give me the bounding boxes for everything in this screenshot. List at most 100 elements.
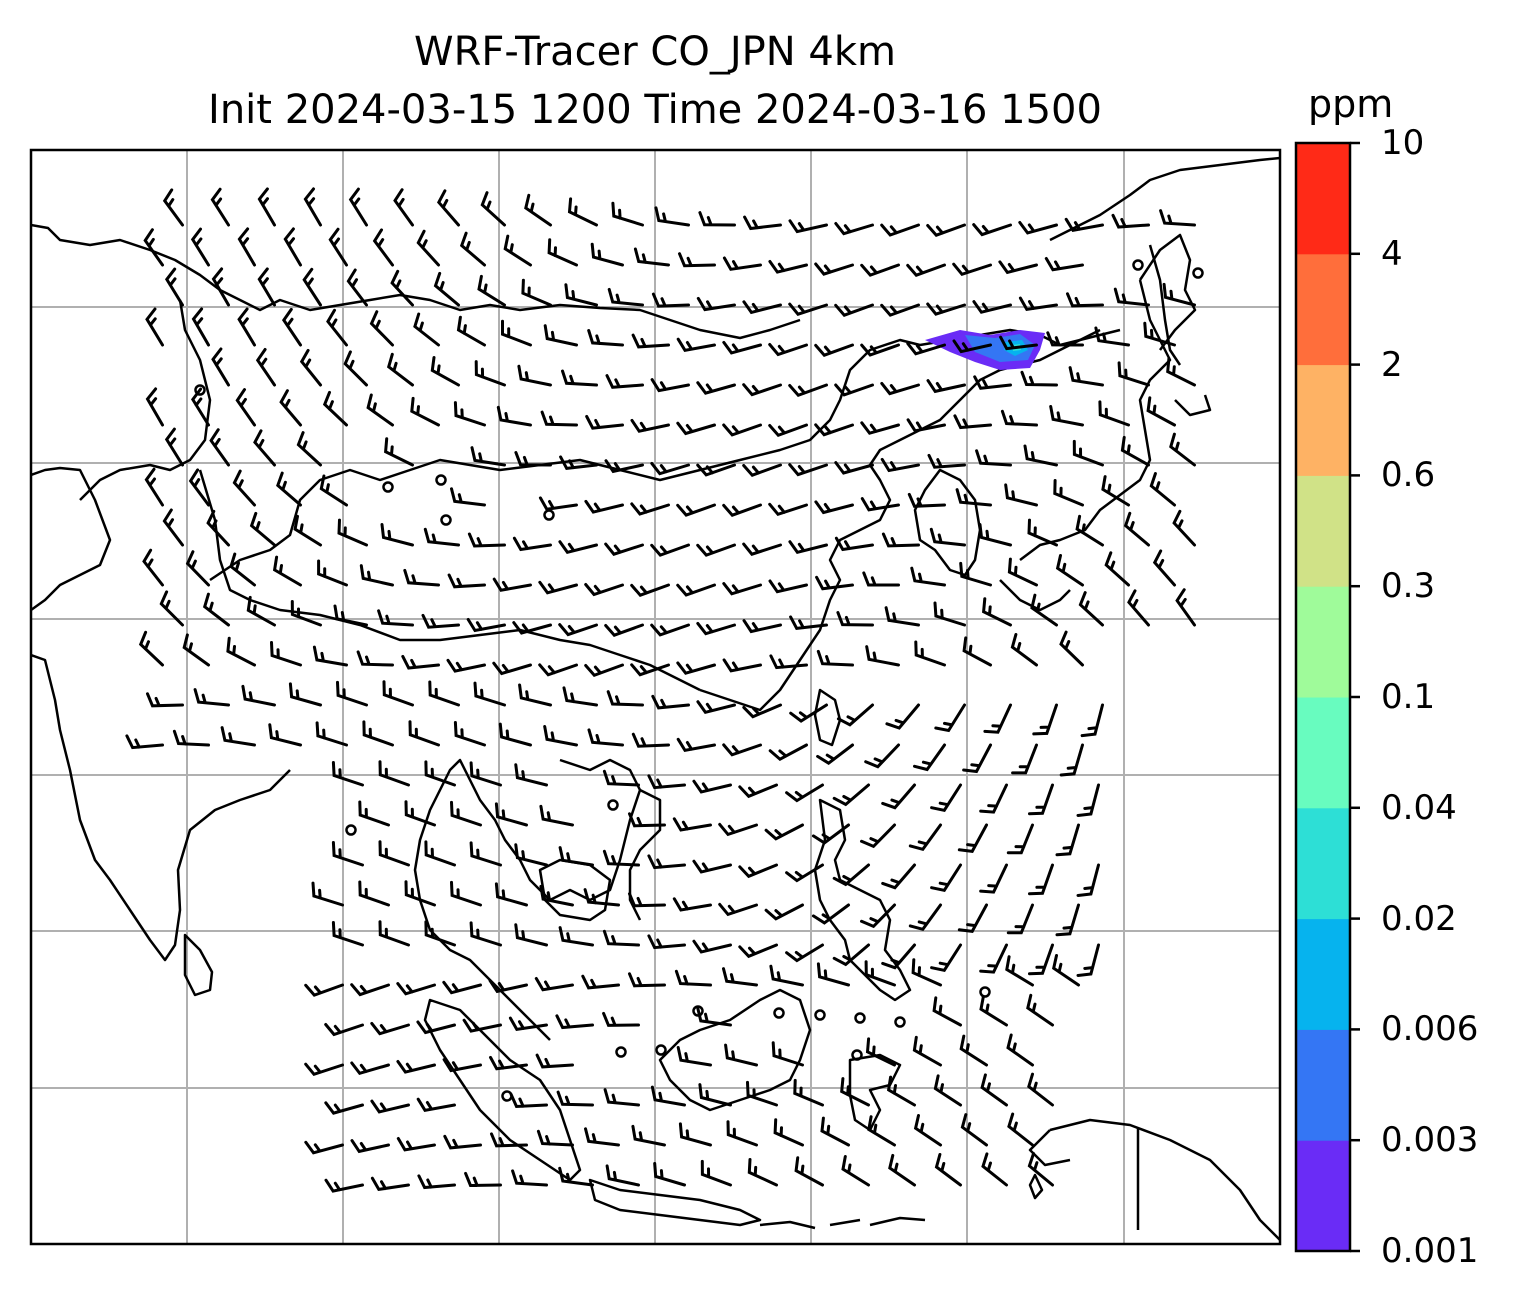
wind-barb [558, 846, 594, 867]
wind-barb [417, 1174, 456, 1190]
wind-barb [358, 800, 390, 827]
wind-barb [1117, 361, 1150, 387]
wind-barbs [125, 187, 1204, 1193]
wind-barb [303, 187, 322, 227]
wind-barb [672, 897, 712, 912]
wind-barb [442, 1058, 482, 1073]
wind-barb [370, 1099, 410, 1114]
wind-barb [433, 271, 460, 307]
wind-barb [249, 511, 276, 547]
wind-barb [979, 943, 1008, 974]
wind-barb [860, 263, 900, 277]
wind-barb [742, 463, 782, 477]
wind-barb [880, 457, 920, 473]
wind-barb [1030, 593, 1058, 627]
wind-barb [237, 227, 256, 267]
calm-wind-circle [194, 384, 206, 396]
coastline-sri-lanka [183, 933, 214, 997]
calm-wind-circle [435, 474, 447, 486]
wind-barb [647, 774, 686, 790]
wind-barb [514, 923, 548, 947]
wind-barb [356, 650, 394, 667]
wind-barb [319, 474, 348, 507]
colorbar-tick-label: 0.02 [1381, 898, 1457, 939]
wind-barb [182, 633, 210, 667]
wind-barb [562, 686, 598, 707]
wind-barb [888, 1153, 916, 1187]
wind-barb [1028, 863, 1054, 896]
wind-barb [793, 1078, 824, 1107]
colorbar [1294, 141, 1360, 1253]
colorbar-segment [1296, 1140, 1350, 1252]
wind-barb [512, 621, 552, 635]
wind-barb [583, 888, 620, 907]
wind-barb [567, 197, 598, 227]
calm-wind-circle [440, 514, 452, 526]
wind-barb [257, 187, 276, 227]
calm-wind-circle [851, 1049, 863, 1061]
wind-barb [676, 1046, 712, 1067]
wind-barb [209, 428, 230, 467]
wind-barb [1006, 903, 1034, 935]
wind-barb [538, 580, 578, 595]
wind-barb [190, 227, 210, 267]
wind-barb [962, 636, 992, 667]
wind-barb [142, 548, 164, 587]
wind-barb [722, 967, 758, 987]
wind-barb [832, 783, 870, 807]
wind-barb [146, 692, 184, 708]
wind-barb [145, 387, 164, 427]
wind-barb [650, 623, 690, 637]
wind-barb [404, 800, 436, 827]
wind-barb [558, 1166, 594, 1187]
wind-barb [524, 193, 552, 227]
wind-barb [416, 1097, 456, 1112]
wind-barb [331, 761, 364, 787]
wind-barb [304, 1140, 344, 1155]
wind-barb [816, 962, 850, 987]
wind-barb [535, 1053, 574, 1069]
wind-barb [585, 415, 624, 430]
calm-wind-circle [501, 1090, 513, 1102]
wind-barb [1094, 326, 1130, 347]
wind-barb [929, 527, 966, 547]
wind-barb [865, 645, 900, 667]
chart-title-line-2: Init 2024-03-15 1200 Time 2024-03-16 150… [208, 87, 1102, 133]
gridlines [31, 150, 1280, 1244]
wind-barb [696, 700, 736, 715]
wind-barb [202, 592, 230, 627]
wind-barb [832, 863, 870, 887]
wind-barb [834, 222, 874, 236]
wind-barb [906, 418, 946, 433]
wind-barb [1149, 472, 1176, 507]
wind-barb [489, 1055, 528, 1071]
wind-barb [789, 615, 828, 631]
wind-barb [311, 881, 344, 907]
wind-barb [1166, 357, 1196, 387]
calm-wind-circle [854, 1012, 866, 1024]
wind-barb [959, 561, 992, 587]
wind-barb [358, 880, 390, 907]
wind-barb [193, 688, 230, 707]
wind-barb [473, 681, 506, 707]
wind-barb [602, 769, 640, 787]
wind-barb [492, 577, 532, 592]
wind-barb [1113, 287, 1150, 307]
wind-barb [403, 568, 440, 587]
wind-barb [229, 552, 256, 587]
wind-barb [1120, 435, 1150, 467]
wind-barb [509, 1093, 548, 1109]
wind-barb [722, 743, 762, 757]
wind-barb [647, 934, 686, 950]
wind-barb [769, 654, 808, 670]
wind-barb [211, 347, 230, 387]
wind-barb [788, 383, 828, 398]
wind-barb [296, 431, 322, 467]
wind-barb [410, 396, 440, 427]
wind-barb [456, 315, 486, 347]
wind-barb [957, 823, 988, 854]
wind-barb [1076, 943, 1100, 977]
wind-barb [794, 1156, 824, 1187]
wind-barb [860, 823, 896, 849]
wind-barb [326, 308, 348, 347]
